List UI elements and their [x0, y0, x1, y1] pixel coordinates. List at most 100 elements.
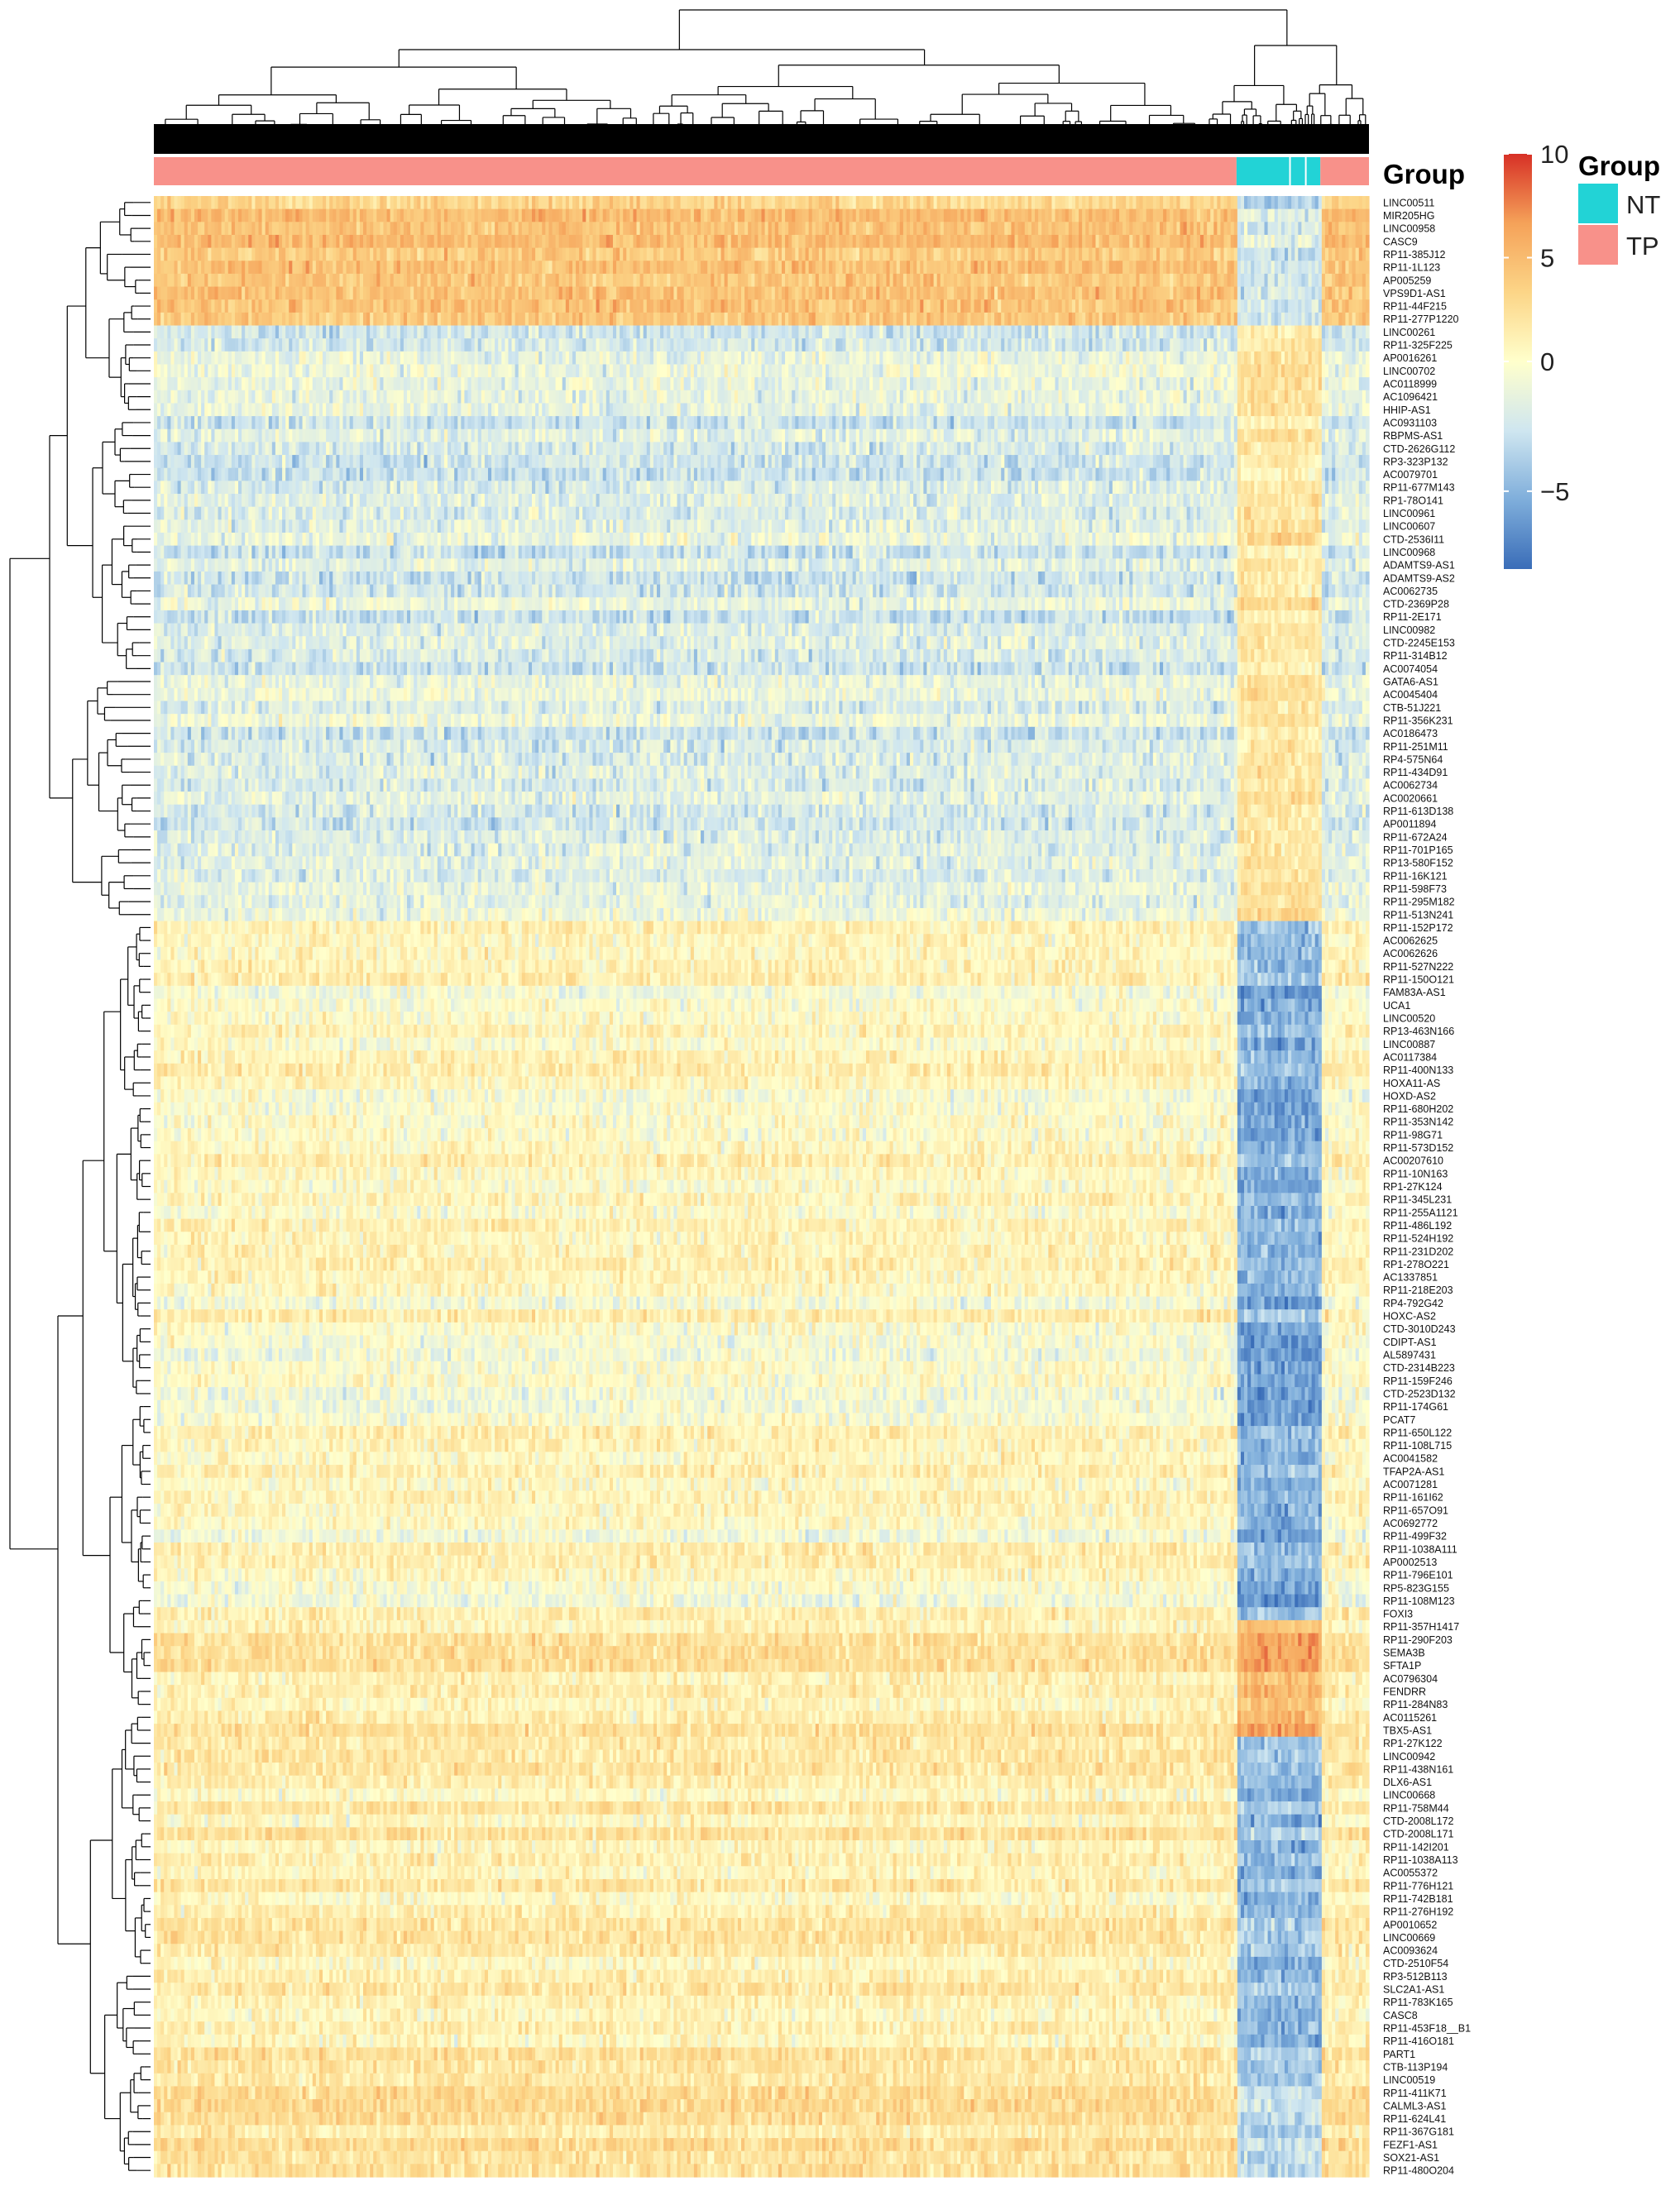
heatmap-cell: [1278, 209, 1282, 222]
heatmap-cell: [535, 261, 539, 274]
heatmap-cell: [525, 196, 529, 209]
heatmap-cell: [313, 248, 317, 261]
heatmap-cell: [687, 235, 692, 248]
heatmap-cell: [1126, 222, 1130, 235]
heatmap-cell: [1356, 248, 1360, 261]
heatmap-cell: [707, 261, 711, 274]
heatmap-cell: [438, 209, 442, 222]
heatmap-cell: [481, 287, 486, 300]
heatmap-cell: [1028, 235, 1032, 248]
heatmap-cell: [562, 287, 567, 300]
heatmap-cell: [890, 274, 894, 287]
heatmap-cell: [519, 274, 523, 287]
heatmap-cell: [728, 261, 732, 274]
heatmap-cell: [1200, 274, 1204, 287]
heatmap-cell: [660, 235, 664, 248]
heatmap-cell: [1062, 261, 1066, 274]
heatmap-cell: [582, 209, 586, 222]
heatmap-cell: [262, 196, 266, 209]
heatmap-cell: [991, 248, 995, 261]
heatmap-cell: [373, 222, 377, 235]
heatmap-cell: [714, 235, 718, 248]
heatmap-cell: [600, 274, 604, 287]
heatmap-cell: [950, 261, 955, 274]
heatmap-cell: [457, 248, 462, 261]
heatmap-cell: [657, 209, 661, 222]
heatmap-cell: [366, 209, 371, 222]
heatmap-cell: [1291, 235, 1295, 248]
heatmap-cell: [1309, 248, 1313, 261]
heatmap-cell: [960, 235, 964, 248]
heatmap-cell: [1085, 209, 1089, 222]
heatmap-cell: [1254, 261, 1258, 274]
heatmap-cell: [931, 235, 935, 248]
heatmap-cell: [957, 222, 961, 235]
heatmap-cell: [512, 235, 516, 248]
heatmap-cell: [600, 196, 604, 209]
heatmap-cell: [390, 196, 395, 209]
heatmap-cell: [1356, 196, 1360, 209]
heatmap-cell: [194, 222, 199, 235]
heatmap-cell: [1309, 222, 1313, 235]
heatmap-cell: [1025, 196, 1029, 209]
heatmap-cell: [960, 196, 964, 209]
heatmap-cell: [1207, 274, 1211, 287]
heatmap-cell: [721, 222, 725, 235]
heatmap-cell: [1291, 248, 1295, 261]
heatmap-cell: [366, 196, 371, 209]
heatmap-cell: [991, 196, 995, 209]
heatmap-cell: [998, 274, 1002, 287]
heatmap-cell: [853, 261, 857, 274]
heatmap-cell: [1275, 209, 1279, 222]
heatmap-cell: [670, 261, 674, 274]
heatmap-cell: [289, 274, 293, 287]
heatmap-cell: [394, 209, 398, 222]
heatmap-cell: [343, 248, 347, 261]
heatmap-cell: [835, 274, 840, 287]
heatmap-cell: [714, 222, 718, 235]
heatmap-cell: [438, 261, 442, 274]
heatmap-cell: [1059, 196, 1063, 209]
heatmap-cell: [295, 274, 299, 287]
heatmap-cell: [846, 222, 850, 235]
heatmap-cell: [637, 196, 641, 209]
heatmap-cell: [1075, 235, 1079, 248]
heatmap-cell: [663, 209, 668, 222]
heatmap-cell: [1204, 274, 1208, 287]
heatmap-cell: [964, 222, 968, 235]
heatmap-cell: [998, 248, 1002, 261]
heatmap-cell: [343, 261, 347, 274]
heatmap-cell: [316, 222, 320, 235]
heatmap-cell: [765, 274, 769, 287]
heatmap-cell: [1231, 196, 1235, 209]
heatmap-cell: [559, 287, 563, 300]
heatmap-cell: [714, 209, 718, 222]
heatmap-cell: [947, 209, 951, 222]
heatmap-cell: [613, 235, 617, 248]
heatmap-cell: [596, 222, 601, 235]
heatmap-cell: [306, 274, 310, 287]
heatmap-cell: [684, 235, 688, 248]
heatmap-cell: [431, 274, 435, 287]
heatmap-cell: [957, 261, 961, 274]
heatmap-cell: [545, 196, 549, 209]
heatmap-cell: [613, 261, 617, 274]
heatmap-cell: [1184, 209, 1188, 222]
heatmap-cell: [1166, 261, 1170, 274]
heatmap-cell: [198, 248, 202, 261]
heatmap-cell: [957, 274, 961, 287]
heatmap-cell: [170, 222, 175, 235]
heatmap-cell: [373, 274, 377, 287]
heatmap-cell: [1224, 209, 1228, 222]
heatmap-cell: [1285, 261, 1289, 274]
heatmap-cell: [772, 222, 776, 235]
heatmap-cell: [1190, 274, 1194, 287]
heatmap-cell: [748, 287, 752, 300]
heatmap-cell: [926, 222, 931, 235]
heatmap-cell: [170, 248, 175, 261]
heatmap-cell: [1204, 248, 1208, 261]
heatmap-cell: [1319, 222, 1323, 235]
heatmap-cell: [751, 196, 755, 209]
heatmap-cell: [160, 248, 165, 261]
heatmap-cell: [1069, 209, 1073, 222]
